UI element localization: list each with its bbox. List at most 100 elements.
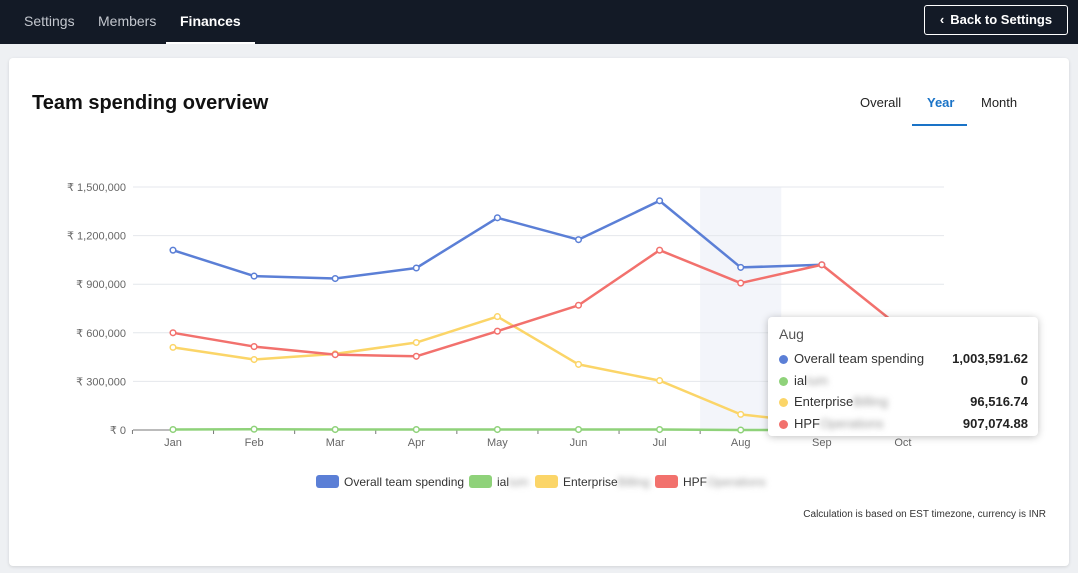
- data-point-hpf: [331, 351, 339, 359]
- x-tick-label: Sep: [812, 437, 832, 449]
- y-tick-label: ₹ 900,000: [76, 279, 126, 291]
- x-tick-label: May: [487, 437, 508, 449]
- period-tab-indicator: [912, 124, 967, 126]
- tooltip-value: 1,003,591.62: [952, 351, 1028, 366]
- legend-swatch-ial: [469, 475, 492, 488]
- tooltip-name-blurred: Operations: [820, 415, 884, 431]
- tooltip-dot-ial: [779, 376, 788, 386]
- legend-item-overall[interactable]: Overall team spending: [316, 475, 464, 489]
- legend-item-ial[interactable]: ialium: [469, 475, 528, 489]
- x-tick-label: Jan: [164, 437, 182, 449]
- top-navigation-bar: Settings Members Finances ‹ Back to Setti…: [0, 0, 1078, 44]
- data-point-ial: [331, 425, 339, 434]
- legend-label: Enterprise: [563, 475, 618, 489]
- tooltip-value: 0: [1020, 372, 1028, 388]
- data-point-hpf: [412, 352, 420, 360]
- data-point-hpf: [737, 279, 745, 287]
- tooltip-name: Overall team spending: [794, 351, 925, 366]
- tab-settings[interactable]: Settings: [24, 13, 75, 29]
- tab-finances[interactable]: Finances: [166, 0, 255, 44]
- tooltip-name: Enterprise: [794, 394, 854, 409]
- tooltip-dot-enterprise: [779, 398, 788, 407]
- period-tab-year[interactable]: Year: [927, 95, 955, 110]
- data-point-enterprise: [737, 410, 745, 418]
- legend-label-blurred: ium: [509, 475, 529, 489]
- data-point-ial: [493, 425, 501, 434]
- data-point-hpf: [169, 329, 177, 337]
- data-point-enterprise: [412, 338, 420, 347]
- data-point-enterprise: [574, 360, 583, 368]
- x-tick-label: Apr: [408, 437, 425, 449]
- x-tick-label: Jun: [570, 437, 588, 449]
- data-point-overall: [250, 272, 258, 280]
- data-point-overall: [574, 236, 583, 244]
- tooltip-name: ial: [794, 372, 808, 388]
- data-point-hpf: [574, 301, 583, 309]
- tooltip-row-overall: Overall team spending 1,003,591.62: [779, 348, 1028, 370]
- data-point-enterprise: [250, 355, 258, 364]
- x-tick-label: Aug: [731, 437, 751, 449]
- tooltip-title: Aug: [779, 326, 804, 342]
- legend-swatch-hpf: [655, 475, 678, 488]
- data-point-overall: [331, 274, 339, 283]
- data-point-hpf: [250, 343, 258, 351]
- tooltip-name: HPF: [794, 415, 820, 431]
- y-tick-label: ₹ 300,000: [76, 376, 126, 388]
- data-point-enterprise: [169, 343, 177, 351]
- data-point-enterprise: [656, 377, 664, 385]
- chevron-left-icon: ‹: [939, 12, 945, 27]
- data-point-ial: [737, 426, 745, 434]
- period-tab-month[interactable]: Month: [981, 95, 1018, 110]
- x-tick-label: Mar: [326, 437, 345, 449]
- data-point-overall: [493, 214, 501, 222]
- chart-tooltip: Aug Overall team spending 1,003,591.62 ia…: [768, 317, 1038, 436]
- data-point-hpf: [656, 246, 664, 254]
- x-tick-label: Oct: [894, 437, 911, 449]
- legend-swatch-enterprise: [535, 475, 558, 488]
- series-line-hpf: [172, 248, 904, 358]
- y-tick-label: ₹ 1,500,000: [67, 182, 126, 194]
- tooltip-row-hpf: HPFOperations 907,074.88: [779, 413, 1028, 435]
- legend-swatch-overall: [316, 475, 339, 488]
- data-point-overall: [412, 264, 420, 272]
- data-point-enterprise: [493, 313, 501, 321]
- tooltip-name-blurred: Billing: [853, 394, 888, 409]
- back-to-settings-label: Back to Settings: [950, 12, 1053, 27]
- data-point-overall: [656, 197, 664, 205]
- data-point-hpf: [818, 261, 826, 269]
- x-tick-label: Feb: [245, 437, 264, 449]
- tooltip-dot-hpf: [779, 419, 788, 429]
- data-point-overall: [737, 263, 745, 271]
- highlight-band: [700, 187, 782, 430]
- x-tick-label: Jul: [653, 437, 667, 449]
- currency-footnote: Calculation is based on EST timezone, cu…: [803, 509, 1046, 520]
- y-tick-label: ₹ 1,200,000: [67, 231, 126, 243]
- tooltip-dot-overall: [779, 355, 788, 364]
- data-point-overall: [169, 246, 177, 254]
- page-title: Team spending overview: [32, 92, 269, 114]
- tooltip-value: 96,516.74: [970, 394, 1028, 409]
- legend-label: HPF: [683, 475, 707, 489]
- tooltip-name-blurred: ium: [807, 372, 828, 388]
- legend-label-blurred: Billing: [617, 475, 650, 489]
- tooltip-value: 907,074.88: [962, 415, 1028, 431]
- data-point-ial: [656, 425, 664, 434]
- legend-label-blurred: Operations: [707, 475, 766, 489]
- back-to-settings-button[interactable]: ‹ Back to Settings: [924, 5, 1068, 35]
- data-point-ial: [250, 425, 258, 433]
- tooltip-row-enterprise: EnterpriseBilling 96,516.74: [779, 391, 1028, 413]
- legend-label: ial: [497, 475, 510, 489]
- data-point-ial: [574, 425, 583, 434]
- data-point-ial: [412, 425, 420, 434]
- period-tab-overall[interactable]: Overall: [860, 95, 902, 110]
- data-point-hpf: [493, 327, 501, 335]
- data-point-ial: [169, 425, 177, 434]
- legend-item-hpf[interactable]: HPFOperations: [655, 475, 766, 489]
- legend-item-enterprise[interactable]: EnterpriseBilling: [535, 475, 650, 489]
- y-tick-label: ₹ 0: [110, 425, 126, 437]
- y-tick-label: ₹ 600,000: [76, 328, 126, 340]
- tab-members[interactable]: Members: [98, 13, 157, 29]
- legend-label: Overall team spending: [344, 475, 465, 489]
- tooltip-row-ial: ialium 0: [779, 370, 1028, 392]
